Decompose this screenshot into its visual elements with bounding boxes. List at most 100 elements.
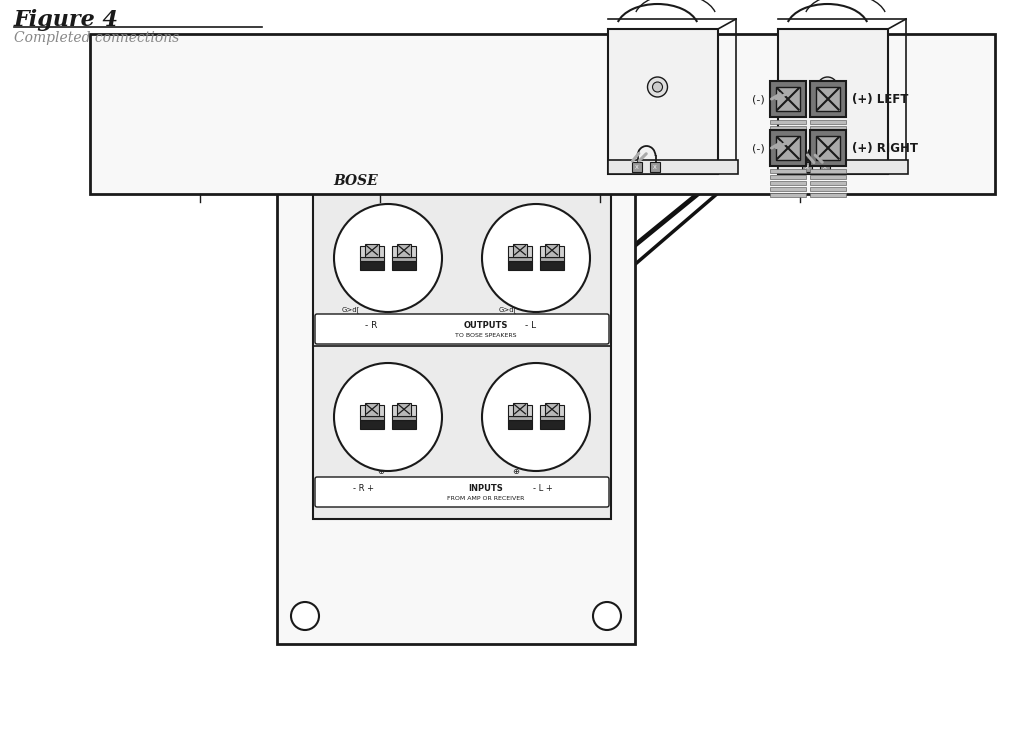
Bar	[608, 29, 718, 174]
Bar	[508, 246, 532, 257]
Bar	[508, 420, 532, 429]
Text: (-): (-)	[753, 94, 765, 104]
Text: (+) RIGHT: (+) RIGHT	[852, 141, 918, 154]
Bar	[810, 130, 846, 166]
Bar	[392, 257, 416, 261]
Bar	[360, 405, 384, 416]
Bar	[810, 81, 846, 117]
Bar	[778, 160, 908, 174]
Bar	[540, 246, 564, 257]
Circle shape	[817, 77, 838, 97]
Bar	[360, 416, 384, 420]
Bar	[392, 246, 416, 257]
Bar	[278, 44, 635, 644]
Circle shape	[334, 204, 442, 312]
Circle shape	[822, 82, 833, 92]
Bar	[810, 132, 846, 136]
Text: X: X	[823, 165, 826, 169]
Circle shape	[652, 82, 663, 92]
Bar	[810, 181, 846, 185]
Bar	[508, 405, 532, 416]
Bar	[513, 244, 527, 256]
Text: - R +: - R +	[352, 483, 374, 493]
Text: - R: - R	[365, 321, 377, 330]
Circle shape	[291, 58, 319, 86]
Bar	[508, 416, 532, 420]
Bar	[90, 34, 995, 194]
Bar	[770, 193, 806, 197]
Bar	[513, 403, 527, 416]
Bar	[396, 244, 412, 256]
Bar	[545, 403, 559, 416]
Bar	[545, 244, 559, 256]
Circle shape	[334, 363, 442, 471]
Bar	[392, 261, 416, 270]
Text: X: X	[805, 165, 809, 169]
Bar	[770, 130, 806, 166]
Bar	[810, 175, 846, 179]
Bar	[816, 136, 840, 160]
Bar	[360, 246, 384, 257]
Text: TO BOSE SPEAKERS: TO BOSE SPEAKERS	[455, 333, 516, 338]
Bar	[810, 169, 846, 173]
Bar	[365, 244, 380, 256]
Text: (+) LEFT: (+) LEFT	[852, 92, 908, 106]
Bar	[770, 126, 806, 130]
Bar	[360, 261, 384, 270]
Circle shape	[593, 602, 621, 630]
Bar	[810, 144, 846, 148]
Bar	[776, 87, 800, 111]
Bar	[770, 144, 806, 148]
Text: G>d[: G>d[	[499, 306, 517, 313]
Bar	[313, 159, 611, 519]
Text: ⊕: ⊕	[378, 467, 384, 476]
Text: Completed connections: Completed connections	[14, 31, 179, 45]
Text: (-): (-)	[753, 143, 765, 153]
Text: INPUTS: INPUTS	[468, 483, 503, 493]
Bar	[540, 420, 564, 429]
Bar	[360, 420, 384, 429]
Bar	[778, 29, 888, 174]
Bar	[820, 162, 829, 172]
Bar	[810, 193, 846, 197]
Bar	[392, 416, 416, 420]
Bar	[540, 416, 564, 420]
Text: Figure 4: Figure 4	[14, 9, 119, 31]
Circle shape	[482, 363, 590, 471]
Bar	[770, 169, 806, 173]
Circle shape	[647, 77, 668, 97]
Text: OUTPUTS: OUTPUTS	[464, 321, 508, 330]
Bar	[776, 136, 800, 160]
Bar	[396, 403, 412, 416]
Bar	[770, 138, 806, 142]
Bar	[392, 405, 416, 416]
Text: G>d[: G>d[	[342, 306, 360, 313]
Text: X: X	[635, 165, 639, 169]
Bar	[770, 175, 806, 179]
FancyBboxPatch shape	[315, 477, 609, 507]
Bar	[365, 403, 380, 416]
Bar	[508, 257, 532, 261]
Text: X: X	[653, 165, 656, 169]
Bar	[540, 257, 564, 261]
Text: ⊕: ⊕	[512, 467, 519, 476]
Bar	[392, 420, 416, 429]
Bar	[810, 138, 846, 142]
Bar	[650, 162, 659, 172]
Bar	[770, 132, 806, 136]
Bar	[360, 257, 384, 261]
Circle shape	[482, 204, 590, 312]
Bar	[810, 187, 846, 191]
Text: - L +: - L +	[534, 483, 553, 493]
Bar	[540, 261, 564, 270]
Text: - L: - L	[525, 321, 537, 330]
FancyBboxPatch shape	[315, 314, 609, 344]
Bar	[608, 160, 738, 174]
Bar	[816, 87, 840, 111]
Bar	[810, 126, 846, 130]
Text: BOSE: BOSE	[333, 174, 378, 188]
Bar	[540, 405, 564, 416]
Text: FROM AMP OR RECEIVER: FROM AMP OR RECEIVER	[447, 496, 524, 501]
Bar	[810, 120, 846, 124]
Bar	[770, 81, 806, 117]
